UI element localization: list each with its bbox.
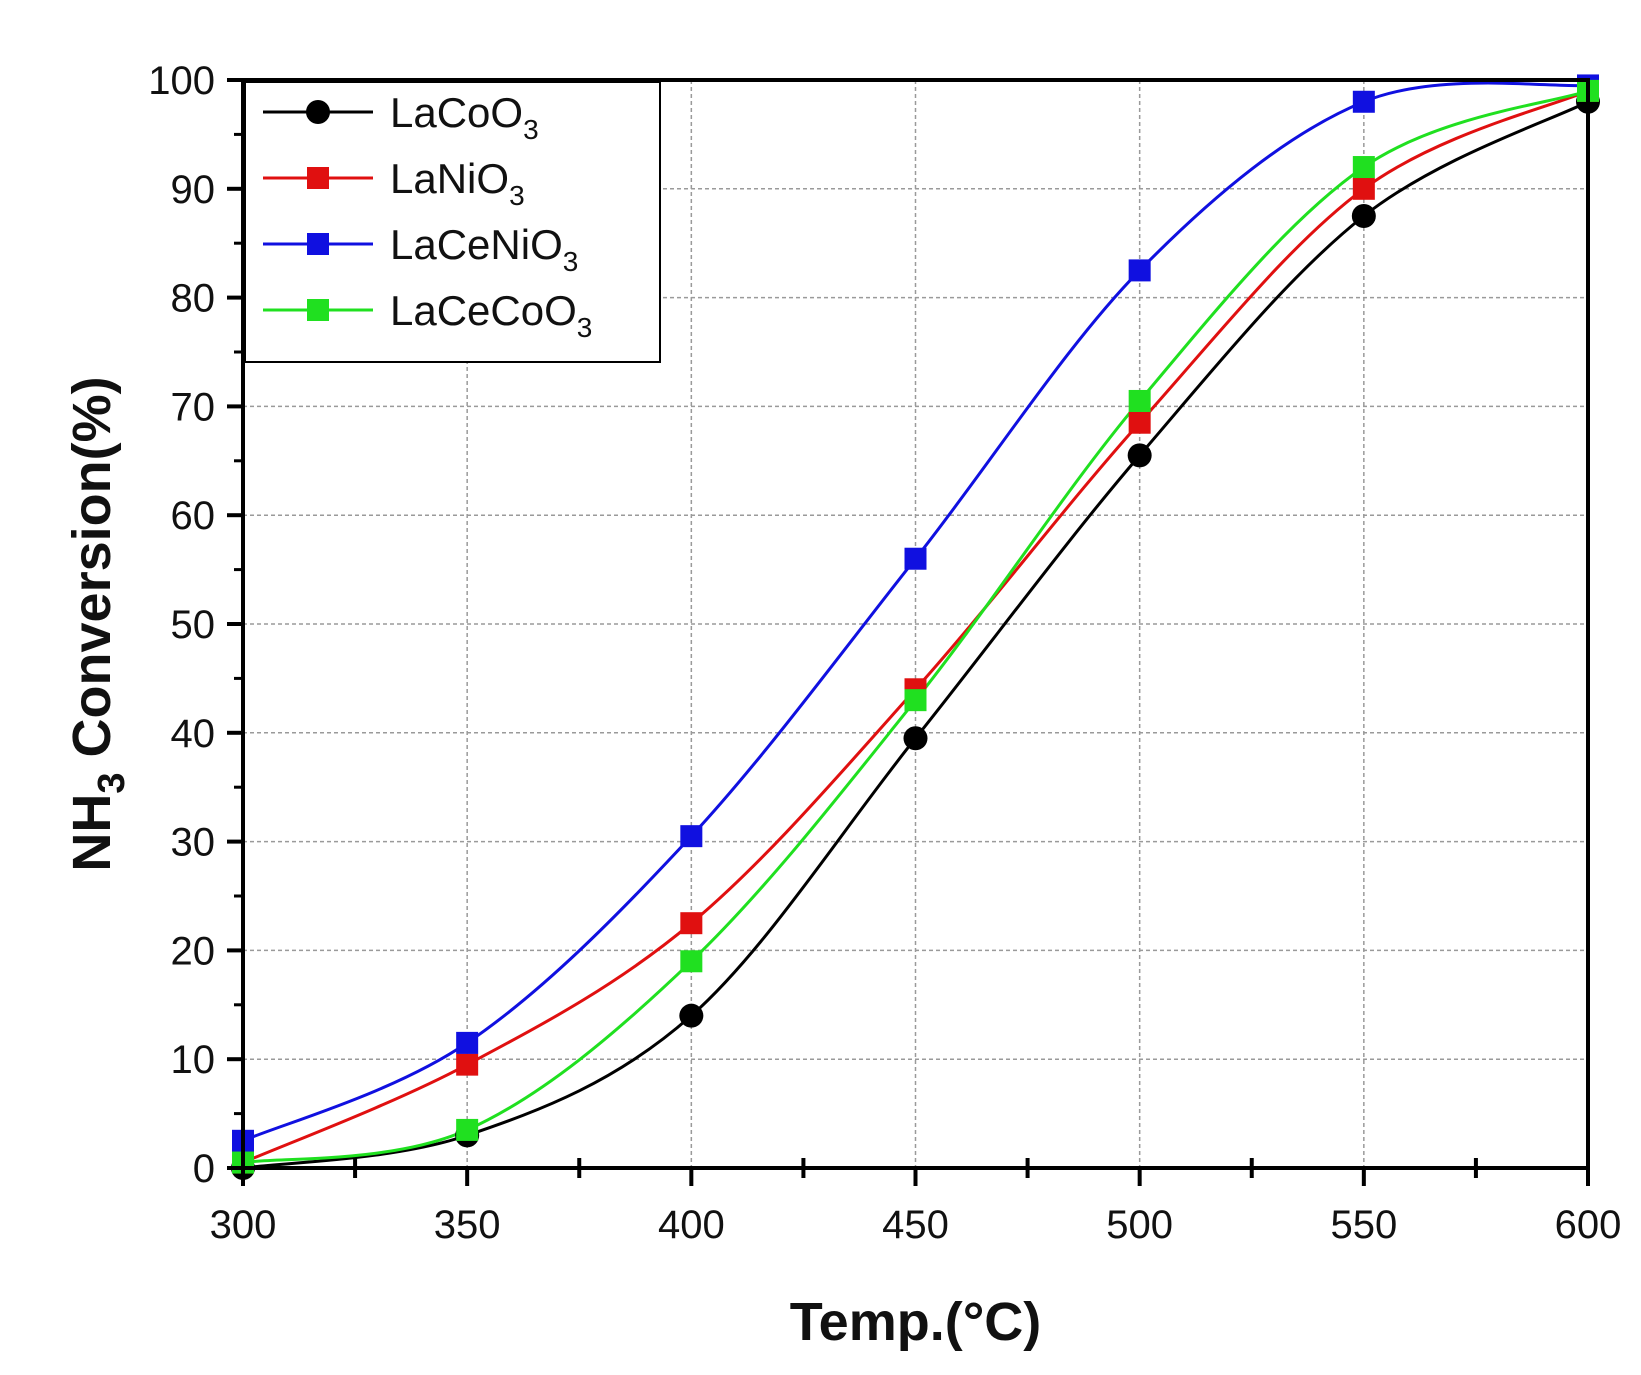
x-tick-label: 500 bbox=[1106, 1203, 1173, 1247]
point-lanio bbox=[1352, 177, 1375, 200]
y-tick-label: 20 bbox=[171, 929, 216, 973]
y-tick-label: 70 bbox=[171, 385, 216, 429]
legend-marker-lanio bbox=[307, 167, 329, 189]
y-tick-label: 40 bbox=[171, 712, 216, 756]
y-tick-label: 60 bbox=[171, 494, 216, 538]
legend-label-lacecoo: LaCeCoO3 bbox=[390, 287, 592, 343]
point-lacoo bbox=[903, 726, 928, 751]
legend-label-name: LaCeNiO bbox=[390, 221, 563, 268]
point-lacenio bbox=[904, 547, 927, 570]
x-tick-label: 300 bbox=[210, 1203, 277, 1247]
point-lacecoo bbox=[1128, 389, 1151, 412]
x-tick-label: 400 bbox=[658, 1203, 725, 1247]
y-tick-label: 80 bbox=[171, 277, 216, 321]
x-axis-title: Temp.(°C) bbox=[790, 1292, 1042, 1352]
y-tick-label: 0 bbox=[193, 1147, 215, 1191]
legend-label-lacenio: LaCeNiO3 bbox=[390, 221, 578, 277]
y-tick-label: 100 bbox=[148, 59, 215, 103]
legend-label-lacoo: LaCoO3 bbox=[390, 89, 539, 145]
y-tick-label: 90 bbox=[171, 168, 216, 212]
legend-marker-lacoo bbox=[306, 100, 330, 124]
legend-label-lanio: LaNiO3 bbox=[390, 155, 525, 211]
point-lanio bbox=[456, 1053, 479, 1076]
y-tick-label: 50 bbox=[171, 603, 216, 647]
legend-label-subscript: 3 bbox=[523, 114, 539, 145]
legend-label-name: LaCeCoO bbox=[390, 287, 577, 334]
point-lacecoo bbox=[456, 1118, 479, 1141]
y-axis-title-prefix: NH bbox=[62, 794, 122, 872]
x-tick-label: 350 bbox=[434, 1203, 501, 1247]
point-lacenio bbox=[456, 1031, 479, 1054]
legend-label-subscript: 3 bbox=[563, 246, 579, 277]
axis-ticks bbox=[227, 78, 1590, 1186]
point-lacoo bbox=[1127, 443, 1152, 468]
point-lacenio bbox=[1128, 259, 1151, 282]
point-lacecoo bbox=[680, 950, 703, 973]
x-tick-label: 550 bbox=[1330, 1203, 1397, 1247]
point-lacenio bbox=[680, 825, 703, 848]
point-lanio bbox=[1128, 411, 1151, 434]
y-axis-title-suffix: Conversion(%) bbox=[62, 376, 122, 772]
series-markers bbox=[231, 74, 1600, 1180]
legend-label-subscript: 3 bbox=[509, 180, 525, 211]
point-lacoo bbox=[1351, 204, 1376, 228]
y-tick-labels: 0 10 20 30 40 50 60 70 80 90 100 bbox=[148, 59, 215, 1191]
y-tick-label: 30 bbox=[171, 821, 216, 865]
point-lacecoo bbox=[1352, 156, 1375, 179]
x-tick-labels: 300 350 400 450 500 550 600 bbox=[210, 1203, 1622, 1247]
x-tick-label: 450 bbox=[882, 1203, 949, 1247]
legend-marker-lacecoo bbox=[307, 299, 329, 321]
point-lanio bbox=[680, 912, 703, 935]
legend-label-subscript: 3 bbox=[577, 312, 593, 343]
y-tick-label: 10 bbox=[171, 1038, 216, 1082]
legend-label-name: LaCoO bbox=[390, 89, 523, 136]
legend-marker-lacenio bbox=[307, 233, 329, 255]
legend-label-name: LaNiO bbox=[390, 155, 509, 202]
y-axis-title-subscript: 3 bbox=[91, 772, 133, 793]
point-lacenio bbox=[1352, 90, 1375, 113]
point-lacecoo bbox=[904, 689, 927, 712]
point-lacoo bbox=[679, 1003, 704, 1028]
x-tick-label: 600 bbox=[1555, 1203, 1622, 1247]
y-axis-title: NH3 Conversion(%) bbox=[62, 376, 133, 871]
